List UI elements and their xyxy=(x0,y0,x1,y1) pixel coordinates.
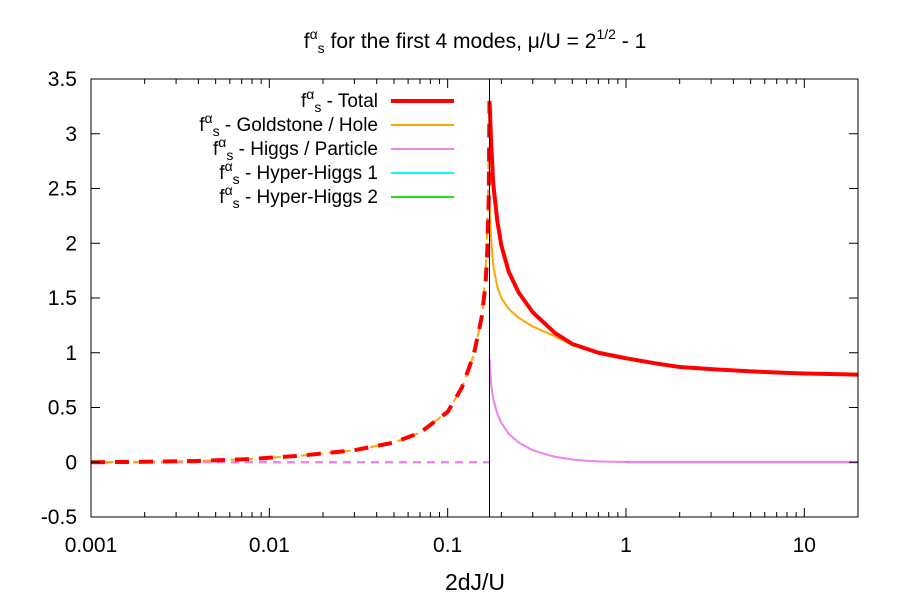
y-tick-label: 3.5 xyxy=(48,68,77,91)
series-layer xyxy=(90,100,859,465)
y-tick-label: 3 xyxy=(65,123,77,146)
y-tick-label: -0.5 xyxy=(41,506,77,529)
y-tick-label: 2.5 xyxy=(48,178,77,201)
y-tick-label: 0 xyxy=(65,451,77,474)
x-tick-label: 0.001 xyxy=(65,534,118,557)
chart-title: fαs for the first 4 modes, μ/U = 21/2 - … xyxy=(304,26,647,56)
y-tick-label: 0.5 xyxy=(48,397,77,420)
x-tick-label: 10 xyxy=(793,534,816,557)
legend-label-goldstone-hole: fαs - Goldstone / Hole xyxy=(199,110,378,139)
legend-label-total: fαs - Total xyxy=(301,86,378,115)
tick-layer: -0.5 0 0.5 1 1.5 2 2.5 3 3.5 0.001 0.01 0.1 1 10 xyxy=(41,68,859,557)
legend-label-higgs-particle: fαs - Higgs / Particle xyxy=(213,134,378,163)
series-line-total-insulator xyxy=(90,100,492,465)
x-tick-label: 0.1 xyxy=(433,534,462,557)
series-line-higgs-particle-superfluid xyxy=(488,358,858,464)
legend-label-hyper-higgs-2: fαs - Hyper-Higgs 2 xyxy=(219,182,378,211)
series-line-goldstone-hole-superfluid xyxy=(488,204,859,377)
series-line-total-superfluid xyxy=(487,103,859,377)
plot-frame xyxy=(90,78,859,518)
x-tick-label: 1 xyxy=(620,534,632,557)
x-axis-label: 2dJ/U xyxy=(445,569,505,595)
y-tick-label: 1.5 xyxy=(48,287,77,310)
y-tick-label: 2 xyxy=(65,232,77,255)
x-tick-label: 0.01 xyxy=(249,534,290,557)
legend-label-hyper-higgs-1: fαs - Hyper-Higgs 1 xyxy=(219,158,378,187)
y-tick-label: 1 xyxy=(65,342,77,365)
